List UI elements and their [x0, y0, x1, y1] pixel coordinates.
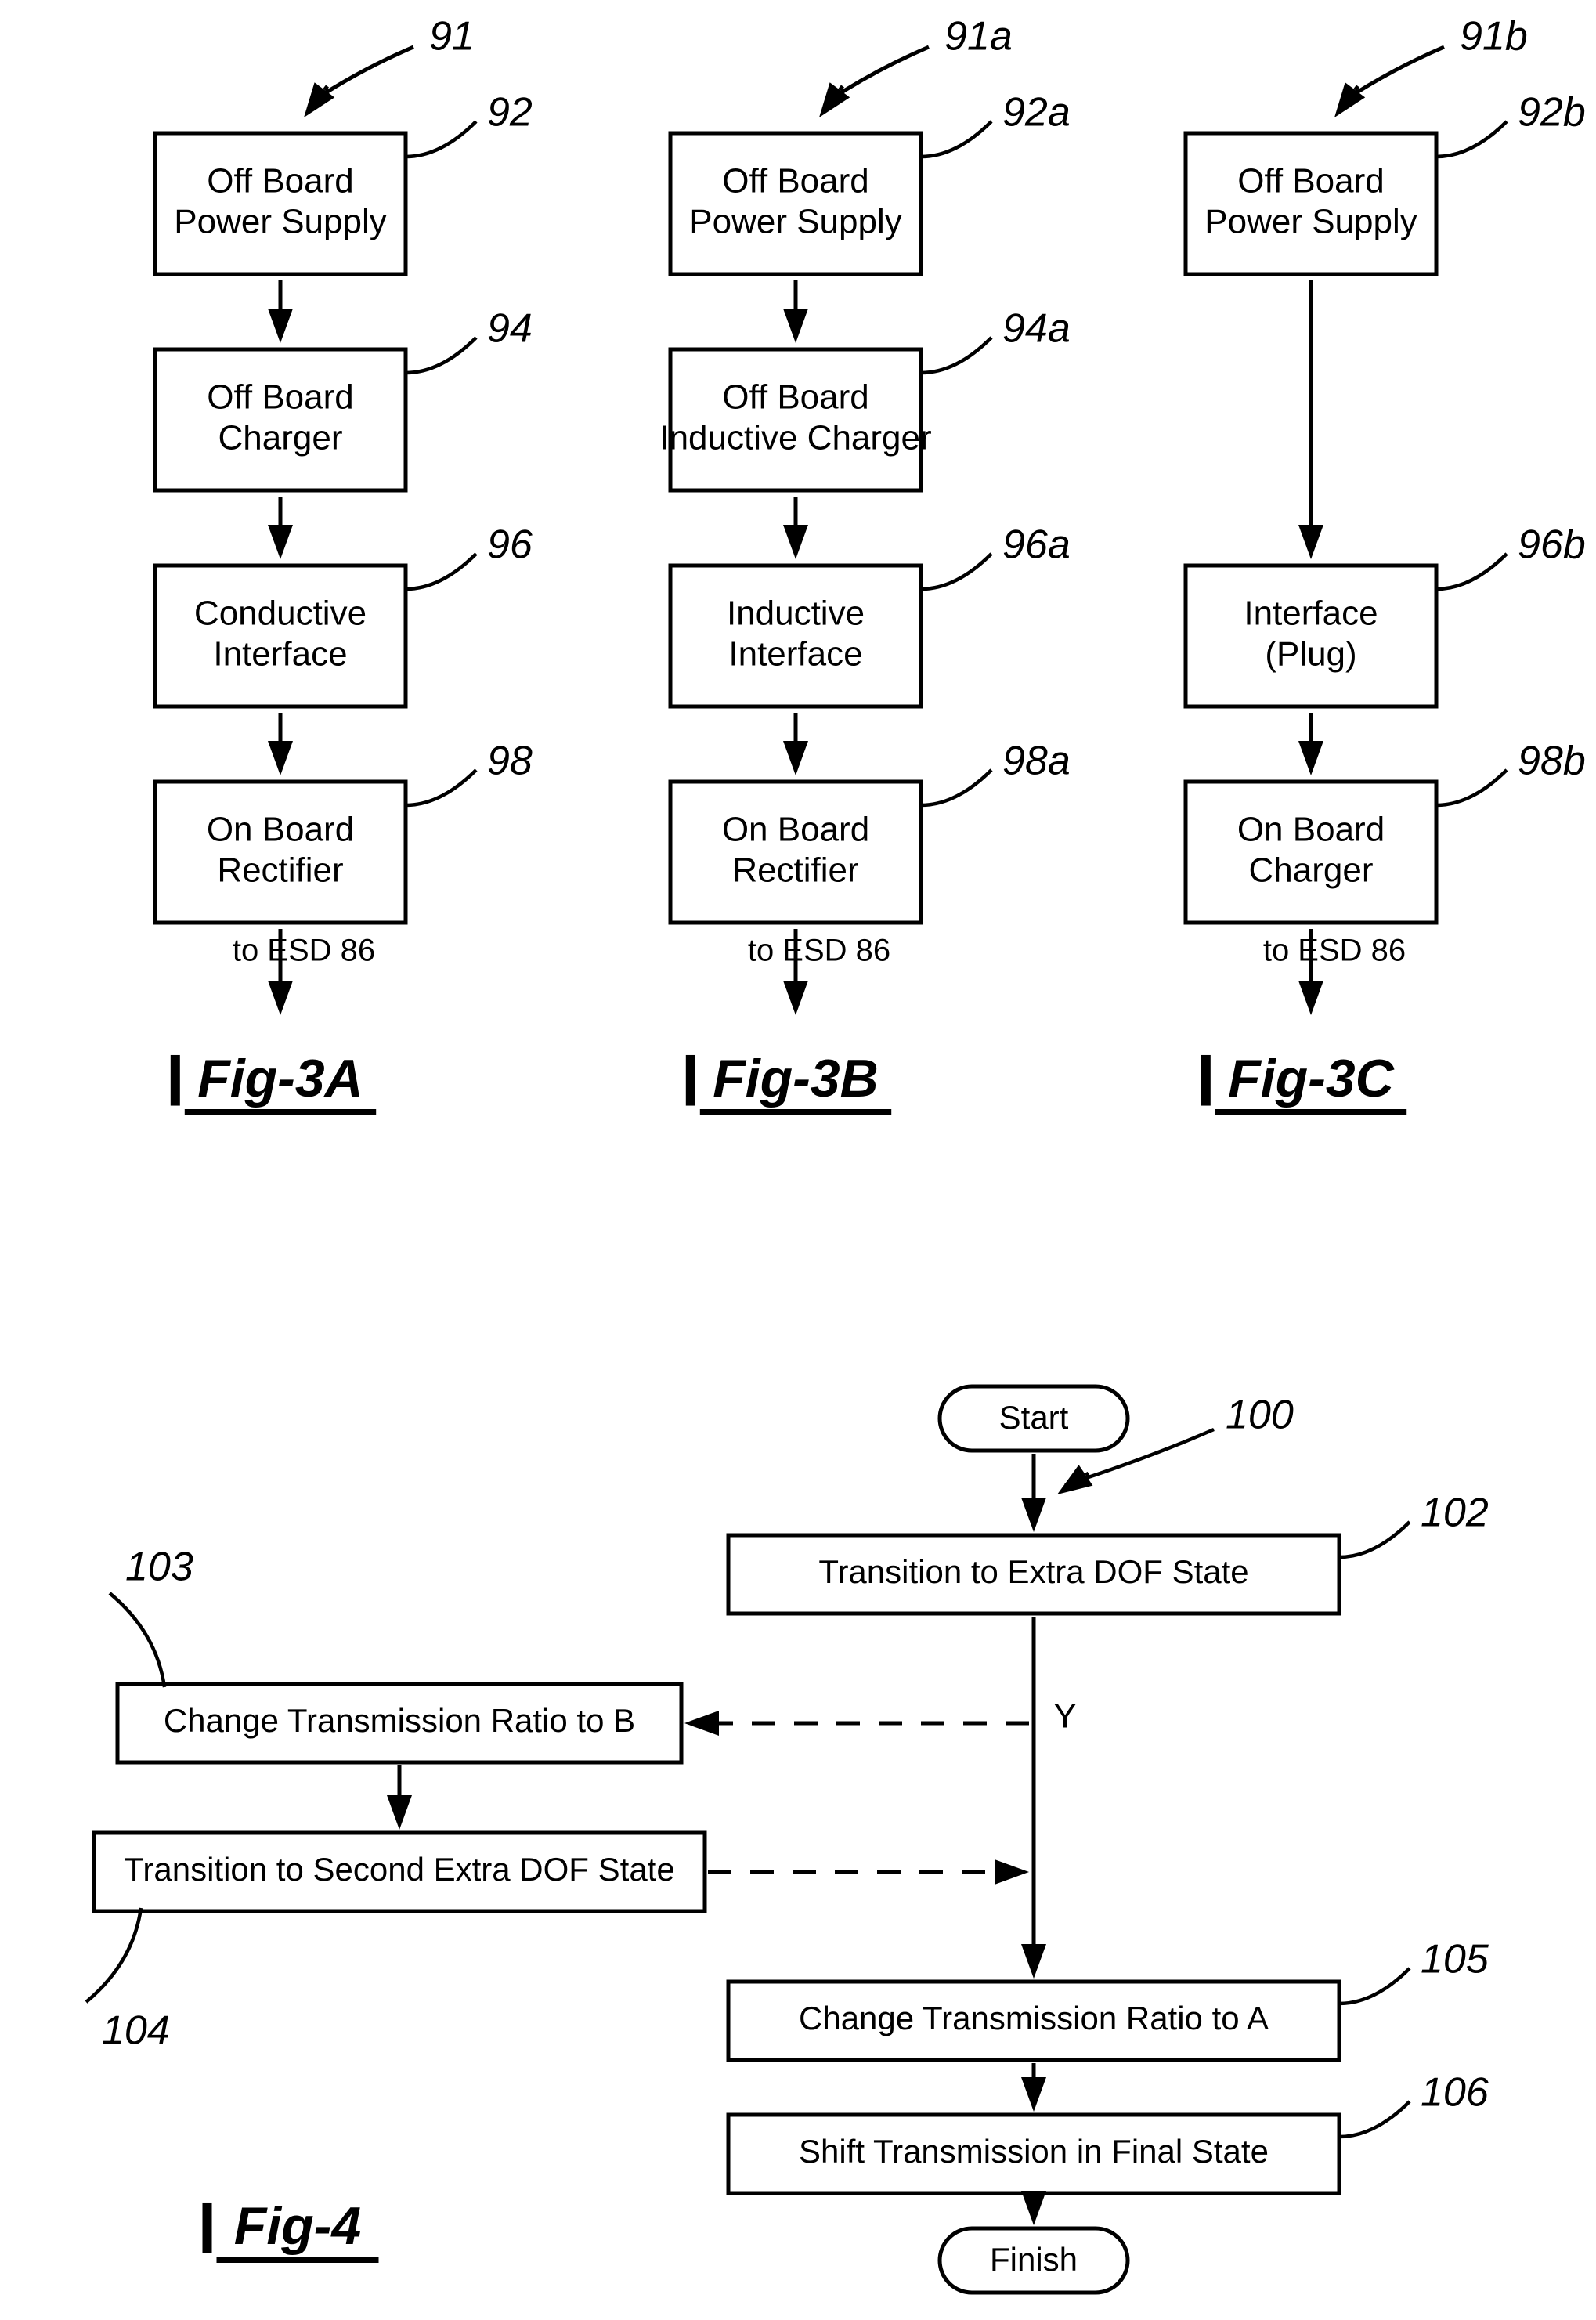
svg-text:Start: Start — [999, 1399, 1069, 1436]
svg-text:to ESD 86: to ESD 86 — [1263, 934, 1406, 968]
svg-text:Rectifier: Rectifier — [217, 851, 343, 890]
svg-text:On Board: On Board — [207, 811, 354, 849]
svg-text:91: 91 — [429, 14, 475, 60]
svg-text:Off Board: Off Board — [722, 378, 869, 417]
svg-text:106: 106 — [1421, 2070, 1489, 2116]
svg-text:96: 96 — [487, 522, 533, 568]
svg-text:Charger: Charger — [1249, 851, 1374, 890]
svg-text:Power Supply: Power Supply — [689, 203, 901, 241]
svg-text:98b: 98b — [1518, 739, 1586, 784]
svg-text:(Plug): (Plug) — [1265, 635, 1356, 674]
svg-text:91b: 91b — [1460, 14, 1528, 60]
svg-text:Y: Y — [1053, 1697, 1076, 1736]
svg-text:Inductive: Inductive — [727, 594, 865, 633]
svg-text:Conductive: Conductive — [194, 594, 367, 633]
svg-text:Inductive Charger: Inductive Charger — [659, 419, 931, 457]
svg-text:Power Supply: Power Supply — [174, 203, 386, 241]
svg-text:102: 102 — [1421, 1491, 1489, 1536]
svg-text:Interface: Interface — [1244, 594, 1378, 633]
svg-text:Power Supply: Power Supply — [1204, 203, 1417, 241]
svg-text:On Board: On Board — [722, 811, 869, 849]
svg-text:Transition to Extra DOF State: Transition to Extra DOF State — [818, 1553, 1248, 1590]
svg-text:Off Board: Off Board — [207, 162, 354, 201]
svg-text:Fig-3A: Fig-3A — [197, 1049, 363, 1108]
svg-text:94a: 94a — [1002, 306, 1071, 352]
svg-text:Fig-3B: Fig-3B — [713, 1049, 879, 1108]
svg-text:Fig-4: Fig-4 — [234, 2196, 361, 2256]
svg-text:92: 92 — [487, 90, 533, 136]
svg-text:Change Transmission Ratio to B: Change Transmission Ratio to B — [164, 1702, 635, 1739]
svg-text:Interface: Interface — [728, 635, 862, 674]
svg-text:Shift Transmission in Final St: Shift Transmission in Final State — [799, 2133, 1269, 2170]
svg-text:96a: 96a — [1002, 522, 1071, 568]
svg-text:Interface: Interface — [213, 635, 347, 674]
svg-text:Off Board: Off Board — [722, 162, 869, 201]
svg-text:Fig-3C: Fig-3C — [1228, 1049, 1394, 1108]
svg-text:98a: 98a — [1002, 739, 1071, 784]
svg-text:94: 94 — [487, 306, 533, 352]
svg-text:Transition to Second Extra DOF: Transition to Second Extra DOF State — [124, 1851, 674, 1888]
svg-text:to ESD 86: to ESD 86 — [233, 934, 375, 968]
svg-text:Charger: Charger — [218, 419, 343, 457]
svg-text:92a: 92a — [1002, 90, 1071, 136]
svg-text:Rectifier: Rectifier — [732, 851, 858, 890]
svg-text:On Board: On Board — [1237, 811, 1385, 849]
svg-text:to ESD 86: to ESD 86 — [748, 934, 890, 968]
svg-text:91a: 91a — [944, 14, 1013, 60]
svg-text:104: 104 — [102, 2008, 170, 2054]
svg-text:96b: 96b — [1518, 522, 1586, 568]
svg-text:Finish: Finish — [990, 2241, 1078, 2278]
svg-text:98: 98 — [487, 739, 533, 784]
svg-text:Off Board: Off Board — [1237, 162, 1385, 201]
svg-text:92b: 92b — [1518, 90, 1586, 136]
svg-text:100: 100 — [1226, 1393, 1294, 1438]
svg-text:103: 103 — [125, 1545, 193, 1590]
svg-text:Off Board: Off Board — [207, 378, 354, 417]
svg-text:Change Transmission Ratio to A: Change Transmission Ratio to A — [799, 2000, 1269, 2036]
svg-text:105: 105 — [1421, 1937, 1489, 1982]
